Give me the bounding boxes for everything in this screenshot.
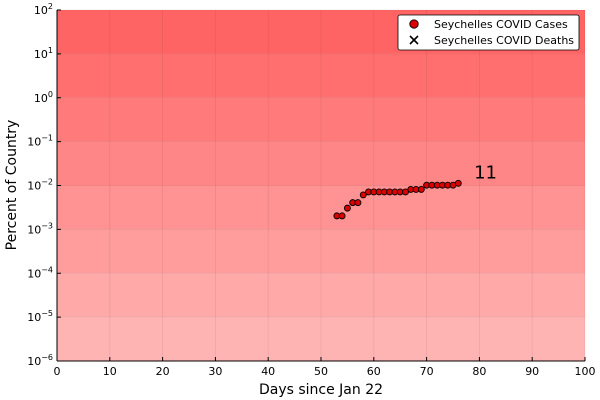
y-tick-label: 10−5 xyxy=(27,309,53,324)
x-tick-label: 50 xyxy=(314,365,328,378)
x-tick-label: 30 xyxy=(208,365,222,378)
x-tick-label: 90 xyxy=(525,365,539,378)
background-band xyxy=(57,97,585,142)
plot-background xyxy=(57,10,585,361)
background-band xyxy=(57,273,585,318)
background-band xyxy=(57,185,585,230)
annotation-label: 11 xyxy=(474,162,497,183)
case-point xyxy=(354,199,362,207)
y-axis-ticks: 10−6 10−5 10−4 10−3 10−2 10−1 100 101 102 xyxy=(27,2,61,368)
case-point xyxy=(417,185,425,193)
case-point xyxy=(343,204,351,212)
legend-box xyxy=(397,14,580,51)
y-tick-label: 10−6 xyxy=(27,353,53,368)
case-point xyxy=(454,179,462,187)
y-tick-label: 100 xyxy=(34,90,53,105)
x-tick-label: 100 xyxy=(575,365,596,378)
legend-cases-label: Seychelles COVID Cases xyxy=(434,18,568,31)
x-tick-label: 0 xyxy=(54,365,61,378)
y-tick-label: 10−3 xyxy=(27,221,53,236)
x-axis-label: Days since Jan 22 xyxy=(259,382,383,398)
case-point xyxy=(359,191,367,199)
legend-deaths-marker xyxy=(409,35,419,45)
y-tick-label: 10−2 xyxy=(27,178,53,193)
x-axis-ticks: 0 10 20 30 40 50 60 70 80 90 100 xyxy=(54,357,596,378)
x-tick-label: 20 xyxy=(156,365,170,378)
background-band xyxy=(57,53,585,98)
background-band xyxy=(57,317,585,361)
background-band xyxy=(57,141,585,186)
y-tick-label: 10−1 xyxy=(27,134,53,149)
background-band xyxy=(57,229,585,274)
y-axis-label: Percent of Country xyxy=(4,120,20,251)
x-tick-label: 80 xyxy=(472,365,486,378)
legend: Seychelles COVID Cases Seychelles COVID … xyxy=(397,14,580,51)
x-tick-label: 70 xyxy=(420,365,434,378)
data-points xyxy=(333,179,462,220)
x-tick-label: 10 xyxy=(103,365,117,378)
x-tick-label: 60 xyxy=(367,365,381,378)
legend-deaths-label: Seychelles COVID Deaths xyxy=(434,34,574,47)
y-tick-label: 101 xyxy=(34,46,53,61)
case-point xyxy=(338,212,346,220)
x-tick-label: 40 xyxy=(261,365,275,378)
y-tick-label: 102 xyxy=(34,2,53,17)
annotations: 11 xyxy=(474,162,497,183)
y-tick-label: 10−4 xyxy=(27,265,53,280)
legend-cases-marker xyxy=(409,19,419,29)
